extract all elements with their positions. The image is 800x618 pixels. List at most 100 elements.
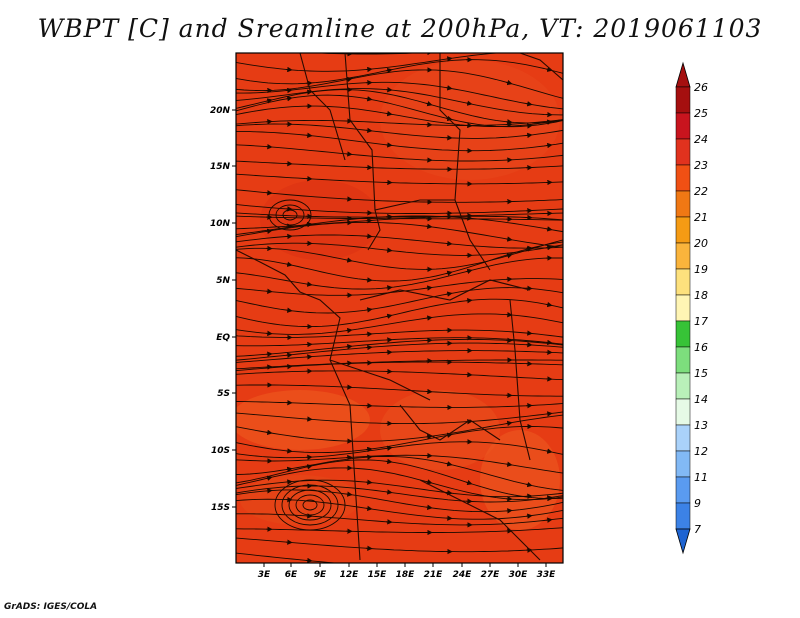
lon-label: 18E <box>396 570 416 580</box>
lon-label: 21E <box>424 570 444 580</box>
streamline-arrow <box>365 307 373 313</box>
colorbar-segment <box>675 476 691 504</box>
streamline-arrow <box>425 285 433 291</box>
colorbar-segment <box>675 242 691 270</box>
streamline-arrow <box>285 96 293 102</box>
colorbar-label: 26 <box>694 81 708 94</box>
colorbar-segment <box>675 346 691 374</box>
vortex-streamline <box>268 199 312 231</box>
colorbar-label: 7 <box>694 523 701 536</box>
streamline-arrow <box>545 142 553 149</box>
streamline <box>236 552 341 563</box>
streamline <box>236 370 563 381</box>
streamline <box>236 361 563 372</box>
colorbar-label: 23 <box>694 159 708 172</box>
streamline-arrow <box>285 466 293 473</box>
streamline <box>236 329 563 338</box>
lon-label: 3E <box>258 570 271 580</box>
streamline-arrow <box>505 253 513 259</box>
vortex-streamline <box>288 489 332 521</box>
streamline <box>236 479 563 498</box>
lon-label: 15E <box>368 570 388 580</box>
colorbar-segment <box>675 424 691 452</box>
streamline-arrow <box>345 257 353 263</box>
colorbar-segment <box>675 164 691 192</box>
wbpt-shade-patch <box>380 390 500 470</box>
colorbar-segment <box>675 502 691 530</box>
streamline <box>236 298 563 328</box>
colorbar-segment <box>675 450 691 478</box>
lat-label: 15N <box>210 162 231 172</box>
streamline-arrow <box>365 96 373 102</box>
country-border <box>399 404 501 441</box>
lat-label: 5S <box>217 389 230 399</box>
streamline-arrow <box>445 270 453 276</box>
streamline-arrow <box>505 236 513 242</box>
streamline-arrow <box>525 101 533 107</box>
streamline-arrow <box>385 445 393 451</box>
lon-label: 27E <box>481 570 501 580</box>
colorbar-label: 13 <box>694 419 708 432</box>
streamline <box>236 204 563 214</box>
streamline <box>236 241 563 282</box>
streamline-arrow <box>345 327 353 334</box>
streamline <box>236 215 563 230</box>
colorbar-segment <box>675 138 691 166</box>
streamline-arrow <box>445 56 453 62</box>
colorbar-label: 20 <box>694 237 708 250</box>
vortex-streamline <box>295 494 325 516</box>
country-border <box>374 199 455 211</box>
streamline-arrow <box>505 461 513 467</box>
country-border <box>419 479 541 561</box>
country-border <box>359 279 531 301</box>
streamline-arrow <box>285 261 293 267</box>
streamline <box>236 459 563 500</box>
streamline <box>236 513 563 526</box>
country-border <box>236 249 361 561</box>
country-border <box>299 53 346 161</box>
colorbar-segment <box>675 398 691 426</box>
streamline <box>236 485 563 503</box>
streamline <box>236 53 502 72</box>
colorbar-label: 24 <box>694 133 708 146</box>
streamline-arrow <box>285 307 293 313</box>
streamline <box>236 131 563 152</box>
streamline-arrow <box>305 464 313 470</box>
colorbar-label: 22 <box>694 185 708 198</box>
streamline-arrow <box>465 479 473 486</box>
streamline-arrow <box>425 315 433 321</box>
streamline-arrow <box>545 66 553 72</box>
streamline-arrow <box>505 79 513 86</box>
streamline <box>236 242 563 256</box>
colorbar-label: 17 <box>694 315 708 328</box>
lat-label: 5N <box>216 276 230 286</box>
lon-label: 30E <box>509 570 529 580</box>
streamline <box>236 426 563 454</box>
streamline-arrow <box>445 85 453 91</box>
streamline <box>236 88 563 116</box>
streamline <box>236 350 563 363</box>
colorbar-segment <box>675 190 691 218</box>
streamline-arrow <box>465 100 473 106</box>
streamline-arrow <box>445 461 453 467</box>
streamline <box>236 257 563 290</box>
colorbar-segment <box>675 216 691 244</box>
streamline-arrow <box>265 98 273 104</box>
lat-label: 10N <box>210 219 231 229</box>
streamline <box>236 411 563 425</box>
vortex-streamline <box>302 499 318 511</box>
colorbar-label: 25 <box>694 107 708 120</box>
colorbar-top-arrow <box>675 61 691 88</box>
country-border <box>439 53 491 271</box>
streamline-arrow <box>265 429 273 436</box>
streamline-arrow <box>545 119 553 125</box>
streamline-arrow <box>505 420 513 427</box>
streamline <box>226 589 568 594</box>
streamline-arrow <box>365 505 373 512</box>
streamline-arrow <box>385 67 393 74</box>
streamline-arrow <box>525 246 533 252</box>
colorbar-segment <box>675 112 691 140</box>
lat-label: 20N <box>210 106 231 116</box>
streamline-arrow <box>545 244 553 251</box>
